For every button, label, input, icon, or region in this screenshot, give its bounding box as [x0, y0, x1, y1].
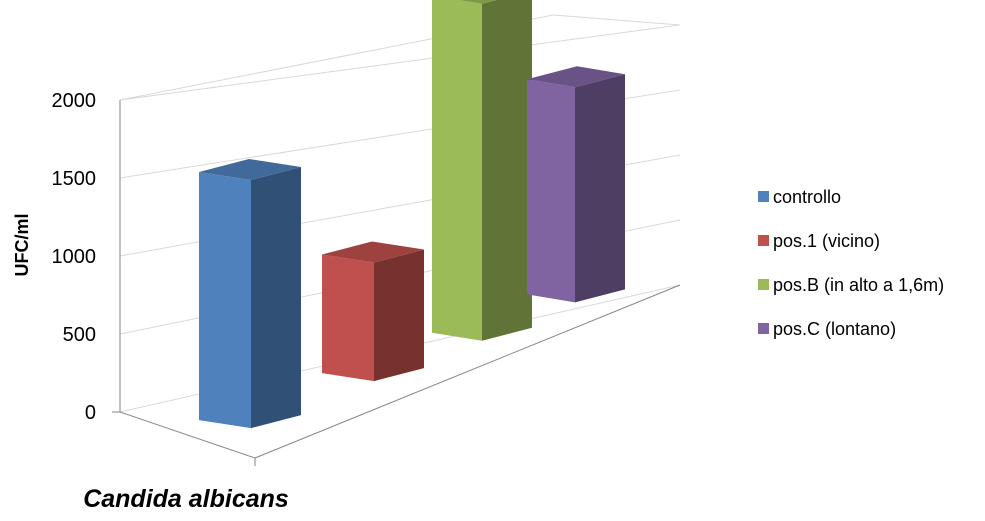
y-axis-ticks: 0 500 1000 1500 2000 [52, 90, 97, 424]
y-axis-label: UFC/ml [12, 214, 32, 277]
bar-side-face [251, 167, 301, 429]
y-tick-label: 500 [63, 324, 96, 346]
legend: controllo pos.1 (vicino) pos.B (in alto a … [758, 187, 944, 339]
bar-side-face [575, 74, 625, 303]
legend-item: pos.B (in alto a 1,6m) [758, 275, 944, 295]
bar-top-face [322, 241, 424, 263]
legend-label: pos.C (lontano) [773, 319, 896, 339]
x-axis-category-label: Candida albicans [83, 485, 289, 513]
bar-side-face [482, 0, 532, 341]
legend-swatch [758, 191, 769, 202]
legend-label: controllo [773, 187, 841, 207]
legend-label: pos.B (in alto a 1,6m) [773, 275, 944, 295]
legend-swatch [758, 323, 769, 334]
bar-front-face [527, 79, 575, 303]
bar-3 [432, 0, 532, 341]
bar-1 [199, 159, 301, 429]
y-tick-label: 1000 [52, 246, 97, 268]
y-tick-label: 1500 [52, 168, 97, 190]
x-axis-line [119, 411, 256, 459]
chart-bars [199, 0, 625, 429]
bar-front-face [322, 254, 374, 382]
legend-swatch [758, 279, 769, 290]
bar-4 [527, 66, 625, 303]
bar-front-face [199, 172, 251, 429]
bar-top-face [199, 159, 301, 180]
gridline [552, 14, 681, 26]
legend-swatch [758, 235, 769, 246]
y-tick-label: 0 [85, 402, 96, 424]
gridline [119, 24, 681, 101]
bar-front-face [432, 0, 482, 341]
bar-2 [322, 241, 424, 382]
legend-label: pos.1 (vicino) [773, 231, 880, 251]
floor-edge [254, 284, 681, 459]
legend-item: pos.C (lontano) [758, 319, 896, 339]
bar-top-face [458, 0, 497, 4]
bar-top-face [527, 66, 625, 88]
legend-item: pos.1 (vicino) [758, 231, 880, 251]
legend-item: controllo [758, 187, 841, 207]
bar-side-face [374, 249, 424, 382]
y-tick-label: 2000 [52, 90, 97, 112]
